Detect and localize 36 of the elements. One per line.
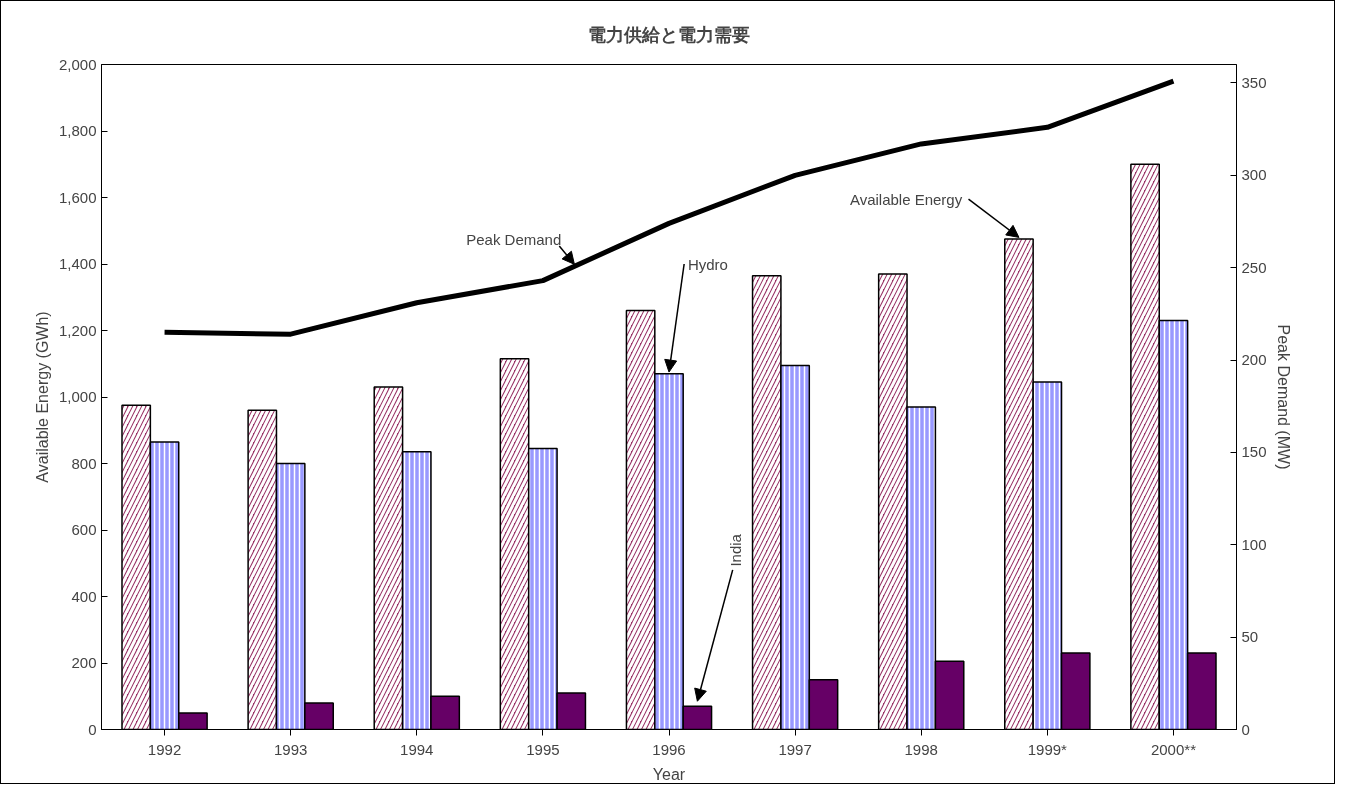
y-axis-title: Available Energy (GWh) [33,311,51,483]
x-tick-label: 1992 [147,740,182,758]
y-tick-label: 1,200 [58,321,97,339]
y2-axis-title: Peak Demand (MW) [1274,324,1292,470]
chart-title: 電力供給と電力需要 [588,23,750,45]
y2-tick-label: 150 [1241,443,1267,461]
y2-tick-label: 250 [1241,258,1267,276]
x-tick-label: 2000** [1150,740,1197,758]
y-tick-label: 1,000 [58,388,97,405]
y-tick-label: 1,800 [58,122,97,139]
y2-tick-label: 100 [1241,535,1267,553]
y-tick-label: 1,600 [58,188,97,206]
x-tick-label: 1994 [400,740,434,758]
y-tick-label: 1,400 [58,255,97,272]
x-tick-label: 1999* [1027,740,1068,758]
y2-tick-label: 0 [1241,720,1250,738]
text: Hydro [687,255,728,273]
text: Available Energy [849,190,963,208]
y-tick-label: 400 [71,587,97,605]
y-tick-label: 800 [71,454,97,472]
y2-tick-label: 300 [1241,166,1267,184]
x-axis-title: Year [652,765,686,783]
y-tick-label: 600 [71,521,97,538]
x-tick-label: 1998 [904,740,938,758]
y2-tick-label: 50 [1241,628,1259,646]
x-tick-label: 1995 [526,740,560,758]
y-tick-label: 200 [71,654,97,671]
y-tick-label: 2,000 [58,55,97,73]
series-label: Peak Demand [466,231,562,249]
text: India [726,533,744,567]
y-tick-label: 0 [88,720,97,738]
y2-tick-label: 350 [1241,73,1267,91]
x-tick-label: 1997 [778,740,812,758]
x-tick-label: 1993 [273,740,308,758]
y2-tick-label: 200 [1241,351,1267,369]
x-tick-label: 1996 [652,740,686,758]
